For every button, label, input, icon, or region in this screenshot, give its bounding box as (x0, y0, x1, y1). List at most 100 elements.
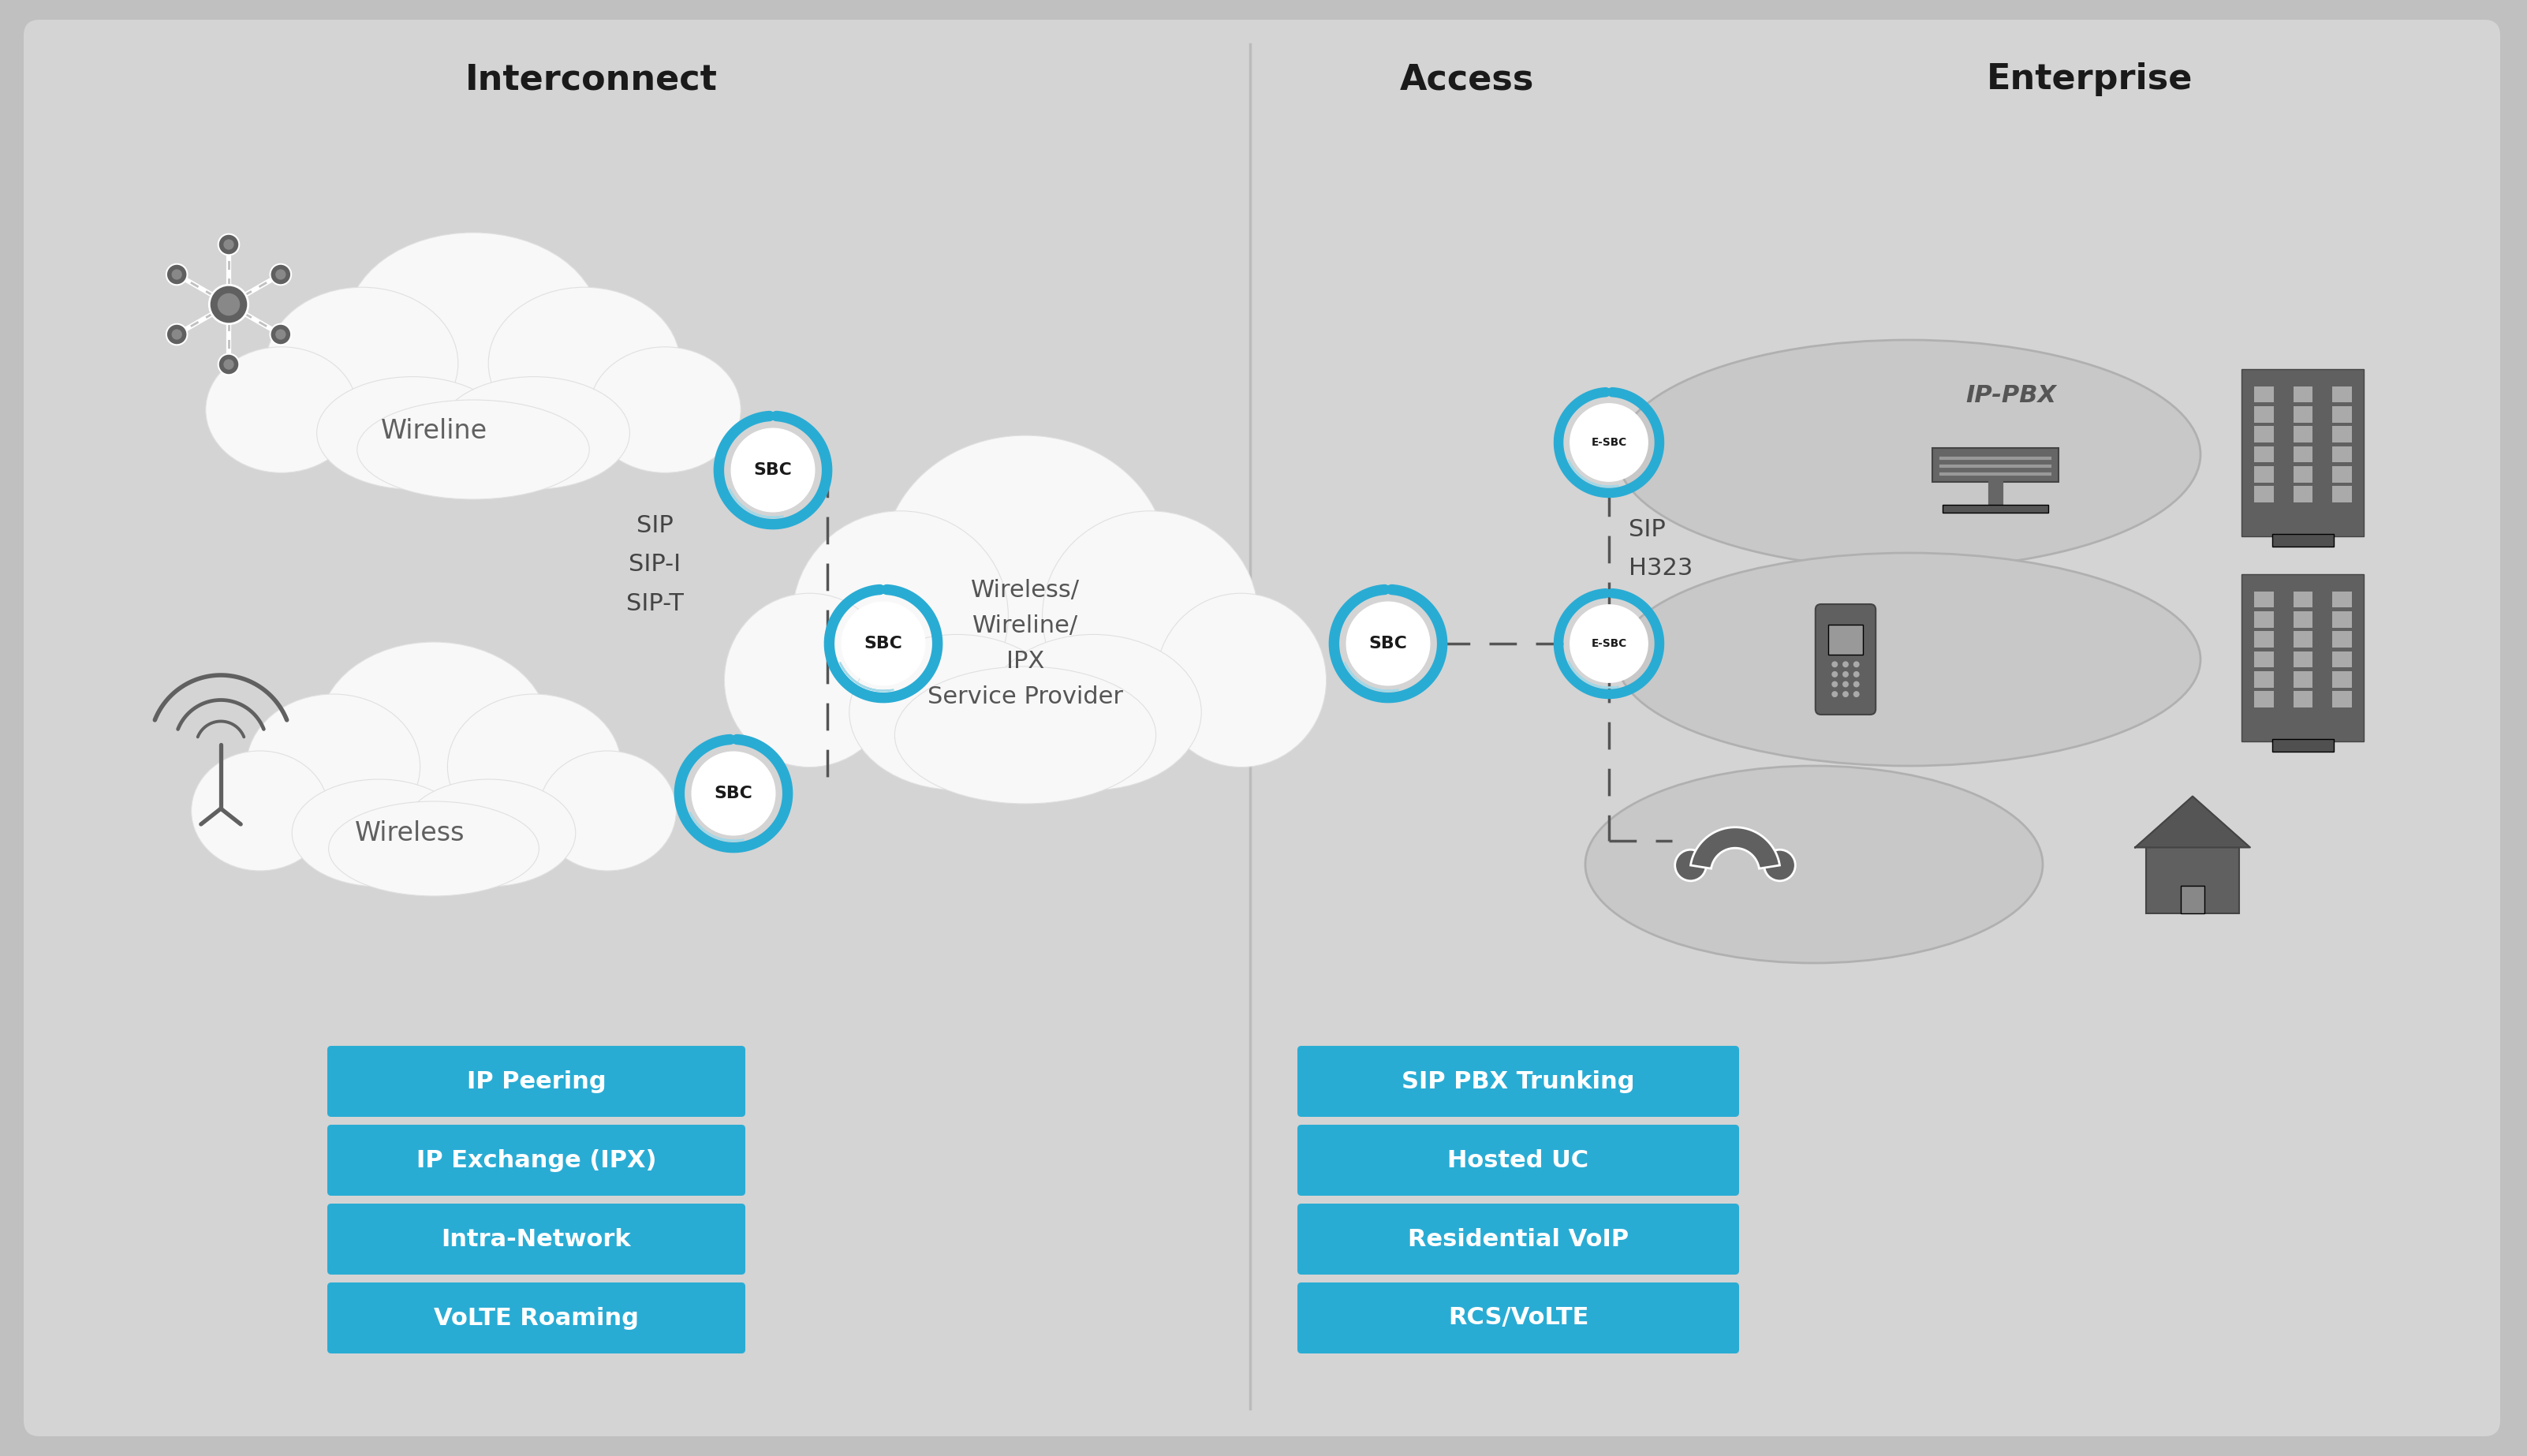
Polygon shape (1691, 827, 1779, 869)
Ellipse shape (1617, 339, 2201, 569)
Circle shape (1832, 661, 1837, 667)
FancyBboxPatch shape (2181, 885, 2204, 913)
FancyBboxPatch shape (2292, 427, 2312, 443)
Text: E-SBC: E-SBC (1592, 437, 1627, 448)
Circle shape (1852, 692, 1860, 697)
Circle shape (210, 285, 248, 323)
Circle shape (1569, 403, 1648, 482)
Ellipse shape (329, 801, 538, 895)
FancyBboxPatch shape (2272, 534, 2332, 547)
FancyBboxPatch shape (2332, 466, 2353, 482)
FancyBboxPatch shape (2332, 612, 2353, 628)
FancyBboxPatch shape (2254, 591, 2274, 607)
Circle shape (1347, 601, 1430, 686)
Ellipse shape (793, 511, 1008, 721)
Circle shape (275, 329, 286, 339)
Ellipse shape (245, 695, 419, 839)
Circle shape (270, 323, 291, 345)
FancyBboxPatch shape (1296, 1204, 1739, 1274)
Circle shape (172, 329, 182, 339)
Text: Interconnect: Interconnect (465, 63, 718, 96)
Ellipse shape (895, 667, 1155, 804)
FancyBboxPatch shape (2254, 632, 2274, 648)
FancyBboxPatch shape (1296, 1283, 1739, 1354)
Text: IP-PBX: IP-PBX (1966, 384, 2057, 406)
Circle shape (1852, 671, 1860, 677)
FancyBboxPatch shape (329, 1204, 745, 1274)
Ellipse shape (725, 593, 895, 767)
Text: SIP
SIP-I
SIP-T: SIP SIP-I SIP-T (627, 514, 682, 616)
FancyBboxPatch shape (1296, 1045, 1739, 1117)
Text: VoLTE Roaming: VoLTE Roaming (435, 1306, 639, 1329)
Text: Access: Access (1400, 63, 1534, 96)
Circle shape (1764, 850, 1794, 881)
FancyBboxPatch shape (2292, 466, 2312, 482)
Ellipse shape (316, 377, 508, 489)
FancyBboxPatch shape (2332, 692, 2353, 708)
Ellipse shape (447, 695, 622, 839)
Ellipse shape (293, 779, 465, 887)
Circle shape (1569, 604, 1648, 683)
FancyBboxPatch shape (329, 1045, 745, 1117)
Text: Wireless/
Wireline/
IPX
Service Provider: Wireless/ Wireline/ IPX Service Provider (927, 579, 1122, 709)
FancyBboxPatch shape (2332, 671, 2353, 687)
FancyBboxPatch shape (2332, 406, 2353, 422)
Circle shape (172, 269, 182, 280)
Ellipse shape (1617, 553, 2201, 766)
Ellipse shape (1584, 766, 2042, 962)
FancyBboxPatch shape (23, 20, 2499, 1436)
Ellipse shape (437, 377, 629, 489)
Ellipse shape (402, 779, 576, 887)
FancyBboxPatch shape (2292, 692, 2312, 708)
Text: IP Exchange (IPX): IP Exchange (IPX) (417, 1149, 657, 1172)
Text: Residential VoIP: Residential VoIP (1408, 1227, 1630, 1251)
Text: Hosted UC: Hosted UC (1448, 1149, 1589, 1172)
Text: Wireline: Wireline (382, 418, 488, 444)
Ellipse shape (849, 635, 1064, 791)
FancyBboxPatch shape (2254, 446, 2274, 463)
Text: SBC: SBC (753, 462, 791, 478)
FancyBboxPatch shape (2254, 612, 2274, 628)
Circle shape (1832, 692, 1837, 697)
FancyBboxPatch shape (2254, 651, 2274, 667)
FancyBboxPatch shape (2254, 466, 2274, 482)
Text: Intra-Network: Intra-Network (442, 1227, 632, 1251)
FancyBboxPatch shape (1827, 625, 1862, 654)
Polygon shape (2135, 796, 2249, 847)
FancyBboxPatch shape (329, 1124, 745, 1195)
FancyBboxPatch shape (2292, 591, 2312, 607)
Ellipse shape (1155, 593, 1327, 767)
Text: SBC: SBC (1370, 636, 1408, 651)
Circle shape (692, 751, 776, 836)
Ellipse shape (589, 347, 740, 473)
Circle shape (167, 323, 187, 345)
Circle shape (1842, 661, 1850, 667)
Circle shape (1675, 850, 1706, 881)
Circle shape (1832, 681, 1837, 687)
Ellipse shape (205, 347, 356, 473)
Text: E-SBC: E-SBC (1592, 638, 1627, 649)
FancyBboxPatch shape (2254, 486, 2274, 502)
Circle shape (167, 264, 187, 285)
Circle shape (222, 239, 235, 250)
Circle shape (1842, 671, 1850, 677)
Text: SIP PBX Trunking: SIP PBX Trunking (1402, 1070, 1635, 1093)
Text: SBC: SBC (715, 786, 753, 801)
Ellipse shape (265, 287, 457, 440)
Circle shape (217, 293, 240, 316)
Ellipse shape (488, 287, 680, 440)
FancyBboxPatch shape (2332, 427, 2353, 443)
FancyBboxPatch shape (2292, 671, 2312, 687)
Circle shape (1832, 671, 1837, 677)
FancyBboxPatch shape (2241, 574, 2365, 741)
FancyBboxPatch shape (2332, 632, 2353, 648)
Text: SBC: SBC (864, 636, 902, 651)
Text: Wireless: Wireless (356, 820, 465, 846)
FancyBboxPatch shape (2332, 446, 2353, 463)
FancyBboxPatch shape (2292, 406, 2312, 422)
FancyBboxPatch shape (2292, 486, 2312, 502)
Ellipse shape (356, 400, 589, 499)
Ellipse shape (346, 233, 599, 415)
FancyBboxPatch shape (2292, 386, 2312, 403)
Circle shape (1852, 681, 1860, 687)
